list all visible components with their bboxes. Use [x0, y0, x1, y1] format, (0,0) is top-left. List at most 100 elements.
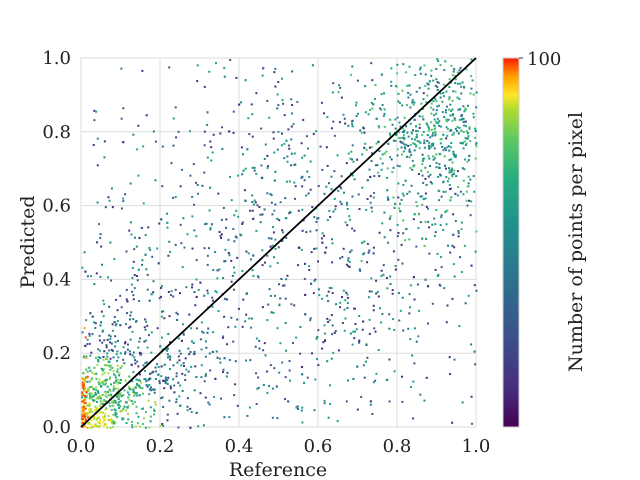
density-point: [449, 114, 452, 117]
density-point: [161, 422, 164, 425]
density-point: [475, 91, 478, 94]
density-point: [451, 175, 454, 178]
density-point: [424, 197, 427, 200]
density-point: [104, 383, 107, 386]
density-point: [138, 394, 141, 397]
density-point: [303, 262, 306, 265]
density-point: [386, 378, 389, 381]
density-point: [122, 407, 125, 410]
density-point: [309, 317, 312, 320]
density-point: [145, 384, 148, 387]
density-point: [157, 373, 160, 376]
density-point: [259, 221, 262, 224]
density-point: [154, 140, 157, 143]
density-point: [175, 375, 178, 378]
density-point: [472, 112, 475, 115]
density-point: [350, 249, 353, 252]
density-point: [336, 154, 339, 157]
density-point: [117, 404, 120, 407]
density-point: [226, 298, 229, 301]
density-point: [128, 393, 131, 396]
density-point: [89, 415, 92, 418]
density-point: [413, 101, 416, 104]
density-point: [441, 145, 444, 148]
density-point: [284, 398, 287, 401]
density-point: [130, 233, 133, 236]
density-point: [154, 366, 157, 369]
density-point: [434, 84, 437, 87]
density-point: [370, 152, 373, 155]
density-point: [112, 413, 115, 416]
reference-diagonal-line: [80, 57, 477, 428]
density-point: [283, 284, 286, 287]
density-point: [409, 338, 412, 341]
density-point: [366, 261, 369, 264]
density-point: [226, 343, 229, 346]
density-point: [235, 76, 238, 79]
density-point-hot: [81, 386, 84, 389]
density-point: [147, 378, 150, 381]
density-point: [457, 235, 460, 238]
density-point: [94, 322, 97, 325]
density-point: [126, 391, 129, 394]
density-point: [404, 179, 407, 182]
density-point: [378, 231, 381, 234]
density-point: [363, 131, 366, 134]
density-point: [433, 127, 436, 130]
density-point: [117, 339, 120, 342]
density-point: [248, 133, 251, 136]
density-point: [366, 179, 369, 182]
density-point: [365, 148, 368, 151]
density-point: [343, 191, 346, 194]
density-point: [177, 381, 180, 384]
density-point: [227, 238, 230, 241]
density-point: [167, 332, 170, 335]
density-point: [173, 384, 176, 387]
density-point: [260, 176, 263, 179]
density-point: [89, 385, 92, 388]
density-point-hot: [83, 378, 86, 381]
density-point: [473, 350, 476, 353]
density-point: [100, 245, 103, 248]
density-point: [439, 64, 442, 67]
density-point: [464, 137, 467, 140]
density-point: [306, 170, 309, 173]
density-point: [402, 194, 405, 197]
density-point: [187, 370, 190, 373]
density-point: [95, 386, 98, 389]
density-point: [250, 103, 253, 106]
density-point: [119, 366, 122, 369]
density-point: [468, 126, 471, 129]
density-point: [221, 126, 224, 129]
density-point: [96, 363, 99, 366]
density-point: [272, 226, 275, 229]
density-point: [445, 90, 448, 93]
density-point: [241, 153, 244, 156]
density-point: [145, 411, 148, 414]
density-point: [463, 140, 466, 143]
density-point: [199, 392, 202, 395]
density-point: [161, 336, 164, 339]
density-point: [135, 412, 138, 415]
density-point: [350, 150, 353, 153]
density-point: [101, 415, 104, 418]
density-point: [334, 208, 337, 211]
density-point: [377, 125, 380, 128]
density-point: [269, 193, 272, 196]
density-point: [222, 206, 225, 209]
density-point: [146, 346, 149, 349]
density-point: [97, 360, 100, 363]
density-point: [191, 215, 194, 218]
density-point: [248, 317, 251, 320]
density-point: [387, 142, 390, 145]
density-point: [210, 146, 213, 149]
density-point: [390, 67, 393, 70]
density-point-hot: [81, 384, 84, 387]
density-point: [234, 235, 237, 238]
density-point: [322, 234, 325, 237]
density-point: [415, 129, 418, 132]
density-point: [166, 212, 169, 215]
density-point: [448, 158, 451, 161]
density-point: [356, 112, 359, 115]
density-point: [278, 371, 281, 374]
